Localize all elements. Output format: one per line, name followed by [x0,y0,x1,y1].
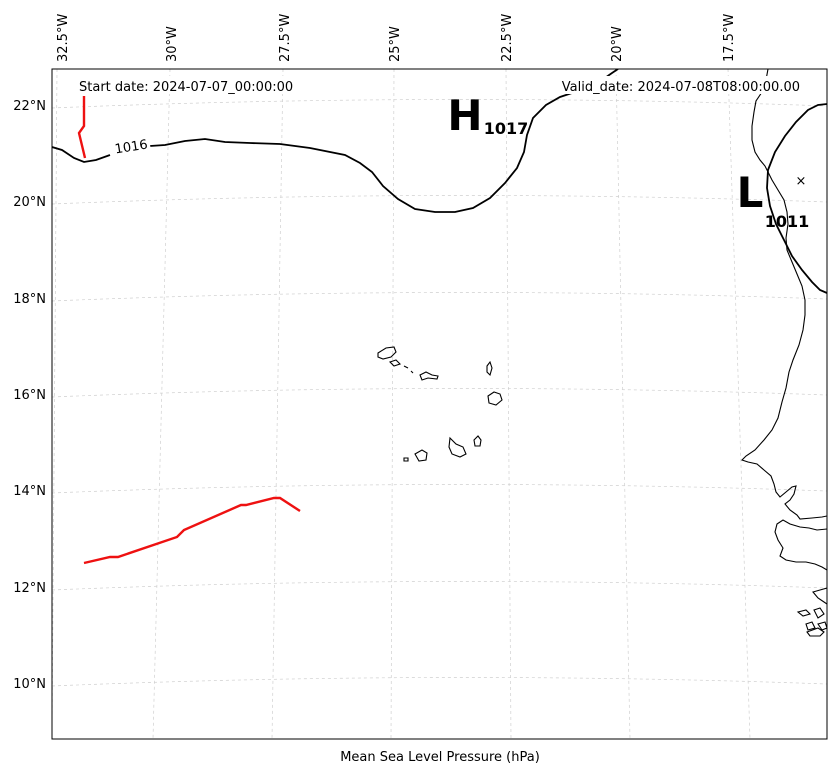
lon-label-25w: 25°W [388,26,403,62]
low-pressure-letter: L [737,168,764,217]
lon-label-27-5w: 27.5°W [278,14,293,62]
lon-label-17-5w: 17.5°W [722,14,737,62]
high-pressure-letter: H [447,91,482,140]
island-maio [473,435,482,447]
lat-label-20n: 20°N [13,195,46,210]
island-bijagos-c [805,621,816,631]
parallel-14n [52,484,827,494]
island-bijagos-d [806,627,825,637]
plot-frame [51,68,828,740]
isobars [52,69,827,294]
isobar-1016 [52,69,619,213]
meridian-17-5w [727,69,751,739]
track-south [83,496,301,565]
parallel-22n [52,99,827,109]
lat-label-10n: 10°N [13,677,46,692]
high-pressure-value: 1017 [484,119,529,138]
start-date-label: Start date: 2024-07-07_00:00:00 [79,80,293,95]
island-ilheu [410,370,414,374]
lat-label-18n: 18°N [13,292,46,307]
graticule [52,69,827,739]
lat-label-12n: 12°N [13,581,46,596]
lat-label-16n: 16°N [13,388,46,403]
coast-guinea-bissau [774,519,827,571]
low-pressure-value: 1011 [765,212,810,231]
meridian-25w [390,69,395,739]
island-santa-luzia [403,365,409,369]
cape-verde-islands [377,346,503,462]
isobar-label-1016: 1016 [114,137,149,157]
parallel-18n [52,292,827,302]
storm-position-marker: × [796,174,807,189]
plot-background [52,69,827,739]
parallel-12n [52,581,827,591]
valid-date-label: Valid_date: 2024-07-08T08:00:00.00 [562,80,800,95]
meridian-20w [615,69,631,739]
lon-label-22-5w: 22.5°W [500,14,515,62]
island-brava [403,457,409,462]
island-fogo [414,449,428,462]
island-santiago [448,436,467,458]
coast-guinea [812,587,827,605]
island-bijagos-a [796,609,812,617]
lat-label-22n: 22°N [13,99,46,114]
pressure-centers: H 1017 L 1011 [447,91,809,231]
meridian-27-5w [271,69,284,739]
island-bijagos-b [813,607,825,619]
track-north [77,96,87,159]
meridian-32-5w [52,69,58,739]
lat-label-14n: 14°N [13,484,46,499]
lon-label-32-5w: 32.5°W [56,14,71,62]
island-santo-antao [377,346,397,360]
lon-label-20w: 20°W [610,26,625,62]
island-bijagos-e [817,621,827,631]
x-axis-label: Mean Sea Level Pressure (hPa) [340,750,540,765]
parallel-20n [52,195,827,205]
start-label-background [75,76,313,94]
longitude-labels: 32.5°W 30°W 27.5°W 25°W 22.5°W 20°W 17.5… [56,14,737,62]
meridian-30w [152,69,171,739]
coast-western-sahara-mauritania [740,69,827,520]
island-sao-nicolau [419,371,439,381]
isobar-low-closed [766,103,827,294]
island-sal [486,360,493,377]
parallel-10n [52,677,827,687]
storm-tracks [77,96,301,565]
island-sao-vicente [388,359,402,367]
valid-label-background [542,76,804,94]
isobar-label-background [108,132,152,160]
coastline-africa [740,69,827,637]
parallel-16n [52,388,827,398]
meridian-22-5w [505,69,512,739]
lon-label-30w: 30°W [165,26,180,62]
plot-area: H 1017 L 1011 × 1016 [52,69,827,739]
island-boa-vista [487,391,503,406]
latitude-labels: 22°N 20°N 18°N 16°N 14°N 12°N 10°N [13,99,46,692]
